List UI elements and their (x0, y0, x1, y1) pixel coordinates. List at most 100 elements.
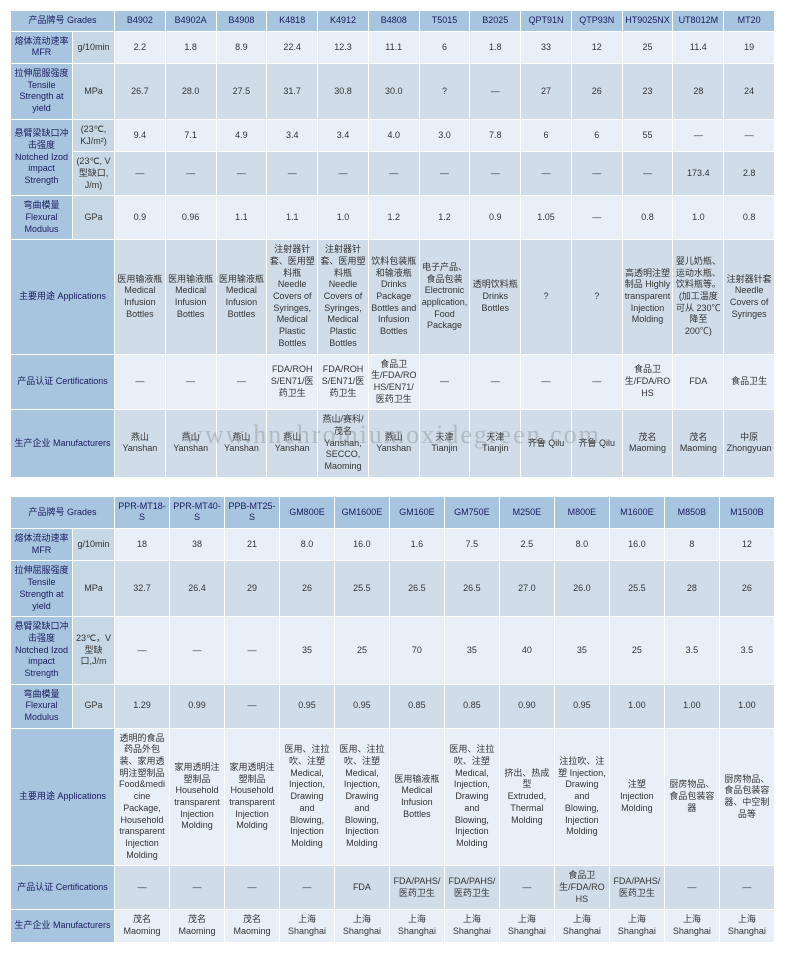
c: 27.0 (499, 561, 554, 617)
c: 茂名 Maoming (115, 910, 170, 942)
c: ? (571, 240, 622, 354)
c: 透明的食品药品外包装、家用透明注塑制品 Food&medicine Packag… (115, 728, 170, 866)
c: 医用输液瓶 Medical Infusion Bottles (165, 240, 216, 354)
t1-g10: HT9025NX (622, 11, 673, 32)
c: 燕山 Yanshan (165, 410, 216, 477)
c: 12.3 (318, 31, 369, 63)
t1-g9: QTP93N (571, 11, 622, 32)
unit-mfr: g/10min (73, 529, 115, 561)
c: 1.29 (115, 684, 170, 728)
c: 0.85 (444, 684, 499, 728)
c: 8.0 (554, 529, 609, 561)
lbl-mfrs: 生产企业 Manufacturers (11, 910, 115, 942)
unit-izod1: (23℃, KJ/m²) (73, 119, 115, 151)
c: — (499, 866, 554, 910)
t2-cert: 产品认证 Certifications ————FDAFDA/PAHS/ 医药卫… (11, 866, 775, 910)
c: 厨房物品、食品包装容器 (664, 728, 719, 866)
c: 茂名 Maoming (170, 910, 225, 942)
lbl-izod: 悬臂梁缺口冲击强度 Notched Izod impact Strength (11, 617, 73, 684)
c: 1.8 (165, 31, 216, 63)
c: 7.5 (444, 529, 499, 561)
c: 上海 Shanghai (444, 910, 499, 942)
c: — (622, 152, 673, 196)
c: 上海 Shanghai (389, 910, 444, 942)
c: 家用透明注塑制品 Household transparent Injection… (170, 728, 225, 866)
c: — (224, 866, 279, 910)
c: 28 (673, 64, 724, 120)
c: 茂名 Maoming (622, 410, 673, 477)
c: FDA (673, 354, 724, 410)
c: 1.1 (267, 196, 318, 240)
c: FDA/PAHS/ 医药卫生 (389, 866, 444, 910)
c: 3.5 (719, 617, 774, 684)
c: 食品卫生/FDA/ROHS (622, 354, 673, 410)
unit-mfr: g/10min (73, 31, 115, 63)
lbl-mfr: 熔体流动速率 MFR (11, 31, 73, 63)
unit-mpa: MPa (73, 561, 115, 617)
c: 厨房物品、食品包装容器、中空制品等 (719, 728, 774, 866)
t2-g7: M250E (499, 496, 554, 528)
lbl-tensile: 拉伸屈服强度 Tensile Strength at yield (11, 561, 73, 617)
lbl-izod: 悬臂梁缺口冲击强度 Notched Izod impact Strength (11, 119, 73, 195)
c: 0.8 (724, 196, 775, 240)
t2-g3: GM800E (279, 496, 334, 528)
c: 26 (279, 561, 334, 617)
t1-g4: K4912 (318, 11, 369, 32)
c: 医用、注拉吹、注塑 Medical, Injection, Drawing an… (444, 728, 499, 866)
c: 11.1 (368, 31, 419, 63)
c: 28 (664, 561, 719, 617)
c: — (470, 354, 521, 410)
c: 16.0 (609, 529, 664, 561)
c: 1.1 (216, 196, 267, 240)
c: 天津 Tianjin (419, 410, 470, 477)
c: — (224, 617, 279, 684)
c: 0.9 (470, 196, 521, 240)
c: 26.5 (444, 561, 499, 617)
c: 1.0 (318, 196, 369, 240)
unit-izod2: (23℃, V 型缺口, J/m) (73, 152, 115, 196)
c: 0.90 (499, 684, 554, 728)
t1-header: 产品牌号 Grades B4902 B4902A B4908 K4818 K49… (11, 11, 775, 32)
c: — (571, 152, 622, 196)
c: ? (419, 64, 470, 120)
c: — (470, 152, 521, 196)
c: 医用、注拉吹、注塑 Medical, Injection, Drawing an… (279, 728, 334, 866)
c: 3.0 (419, 119, 470, 151)
c: 医用输液瓶 Medical Infusion Bottles (389, 728, 444, 866)
c: — (673, 119, 724, 151)
t2-header: 产品牌号 Grades PPR-MT18-S PPR-MT40-S PPB-MT… (11, 496, 775, 528)
c: 食品卫生/FDA/ROHS/EN71/医药卫生 (368, 354, 419, 410)
t2-g10: M850B (664, 496, 719, 528)
c: — (216, 152, 267, 196)
c: 1.6 (389, 529, 444, 561)
c: — (267, 152, 318, 196)
c: 173.4 (673, 152, 724, 196)
c: 3.5 (664, 617, 719, 684)
c: 35 (554, 617, 609, 684)
c: ? (521, 240, 572, 354)
t1-apps: 主要用途 Applications 医用输液瓶 Medical Infusion… (11, 240, 775, 354)
c: 21 (224, 529, 279, 561)
c: 7.1 (165, 119, 216, 151)
lbl-tensile: 拉伸屈服强度 Tensile Strength at yield (11, 64, 73, 120)
c: 1.00 (719, 684, 774, 728)
t2-g8: M800E (554, 496, 609, 528)
t2-g6: GM750E (444, 496, 499, 528)
c: — (224, 684, 279, 728)
c: 高透明注塑制品 Highly transparent Injection Mol… (622, 240, 673, 354)
c: 25 (622, 31, 673, 63)
t2-g11: M1500B (719, 496, 774, 528)
c: 26.0 (554, 561, 609, 617)
c: 燕山 Yanshan (267, 410, 318, 477)
c: — (419, 354, 470, 410)
c: 2.8 (724, 152, 775, 196)
c: 上海 Shanghai (664, 910, 719, 942)
c: 7.8 (470, 119, 521, 151)
c: 天津 Tianjin (470, 410, 521, 477)
c: 2.2 (115, 31, 166, 63)
t2-apps: 主要用途 Applications 透明的食品药品外包装、家用透明注塑制品 Fo… (11, 728, 775, 866)
c: 食品卫生/FDA/ROHS (554, 866, 609, 910)
c: 27.5 (216, 64, 267, 120)
c: 26.7 (115, 64, 166, 120)
lbl-apps: 主要用途 Applications (11, 728, 115, 866)
